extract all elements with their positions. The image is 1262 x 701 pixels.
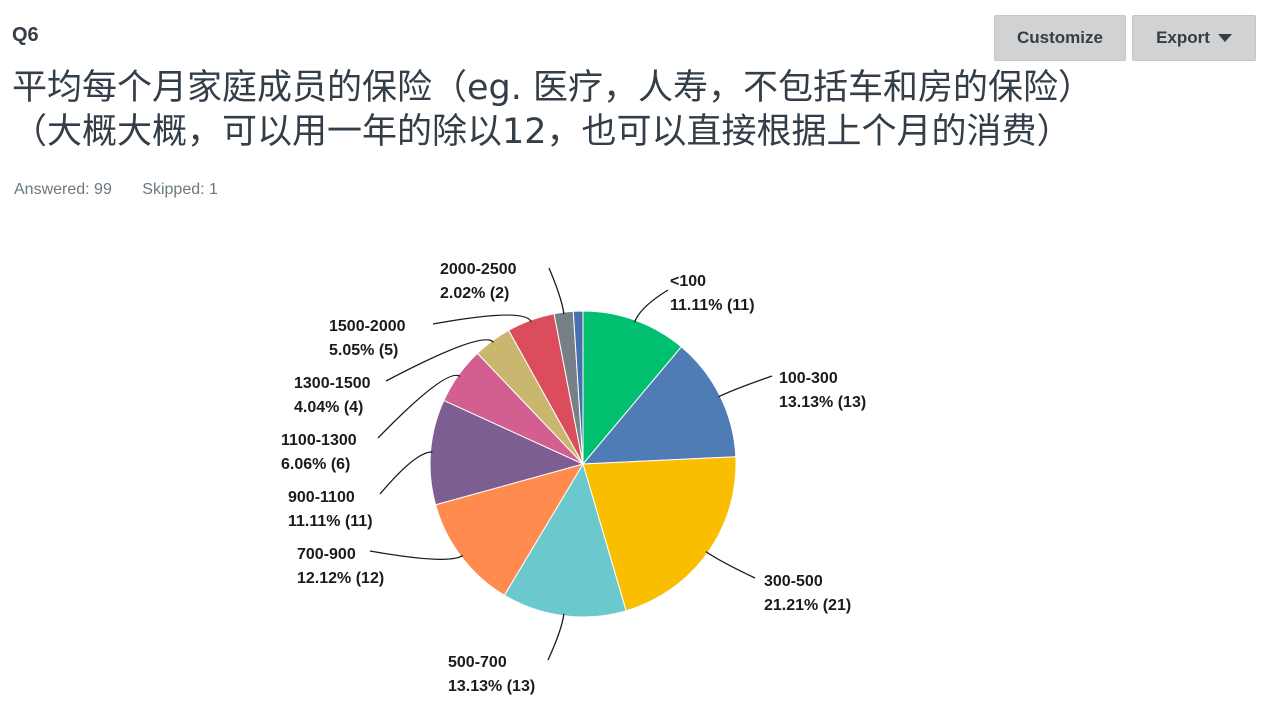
slice-label: 300-500 bbox=[764, 573, 823, 590]
slice-value-label: 6.06% (6) bbox=[281, 456, 350, 473]
slice-label: <100 bbox=[670, 273, 706, 290]
leader-line bbox=[377, 374, 461, 439]
pie-slice[interactable] bbox=[572, 310, 584, 465]
caret-down-icon bbox=[1217, 34, 1232, 42]
leader-line bbox=[432, 314, 533, 325]
leader-line bbox=[369, 550, 464, 561]
question-title-line2: （大概大概，可以用一年的除以12，也可以直接根据上个月的消费） bbox=[12, 112, 1072, 152]
export-button[interactable]: Export bbox=[1132, 15, 1256, 61]
slice-label: 100-300 bbox=[779, 370, 838, 387]
customize-button-label: Customize bbox=[1017, 28, 1103, 47]
customize-button[interactable]: Customize bbox=[994, 15, 1126, 61]
question-title-line1: 平均每个月家庭成员的保险（eg. 医疗，人寿，不包括车和房的保险） bbox=[12, 68, 1094, 108]
response-stats: Answered: 99 Skipped: 1 bbox=[14, 181, 244, 199]
slice-label: 1300-1500 bbox=[294, 375, 371, 392]
skipped-count: Skipped: 1 bbox=[142, 181, 218, 198]
slice-value-label: 11.11% (11) bbox=[670, 297, 755, 314]
leader-line bbox=[385, 339, 495, 382]
slice-label: 1100-1300 bbox=[281, 432, 357, 449]
slice-label: 2000-2500 bbox=[440, 261, 517, 278]
slice-value-label: 21.21% (21) bbox=[764, 597, 851, 614]
slice-label: 700-900 bbox=[297, 546, 356, 563]
question-number: Q6 bbox=[12, 24, 39, 46]
slice-label: 900-1100 bbox=[288, 489, 355, 506]
slice-label: 500-700 bbox=[448, 654, 507, 671]
slice-value-label: 12.12% (12) bbox=[297, 570, 384, 587]
leader-line bbox=[547, 613, 565, 661]
slice-value-label: 2.02% (2) bbox=[440, 285, 509, 302]
slice-label: 1500-2000 bbox=[329, 318, 406, 335]
slice-value-label: 5.05% (5) bbox=[329, 342, 398, 359]
answered-count: Answered: 99 bbox=[14, 181, 112, 198]
slice-value-label: 11.11% (11) bbox=[288, 513, 373, 530]
leader-line bbox=[633, 289, 669, 323]
export-button-label: Export bbox=[1156, 28, 1210, 47]
leader-line bbox=[379, 451, 433, 495]
leader-line bbox=[705, 551, 756, 579]
slice-value-label: 4.04% (4) bbox=[294, 399, 363, 416]
leader-line bbox=[548, 267, 565, 315]
question-title: 平均每个月家庭成员的保险（eg. 医疗，人寿，不包括车和房的保险） （大概大概，… bbox=[12, 66, 1252, 154]
leader-line bbox=[718, 375, 773, 398]
slice-value-label: 13.13% (13) bbox=[448, 678, 535, 695]
slice-value-label: 13.13% (13) bbox=[779, 394, 866, 411]
